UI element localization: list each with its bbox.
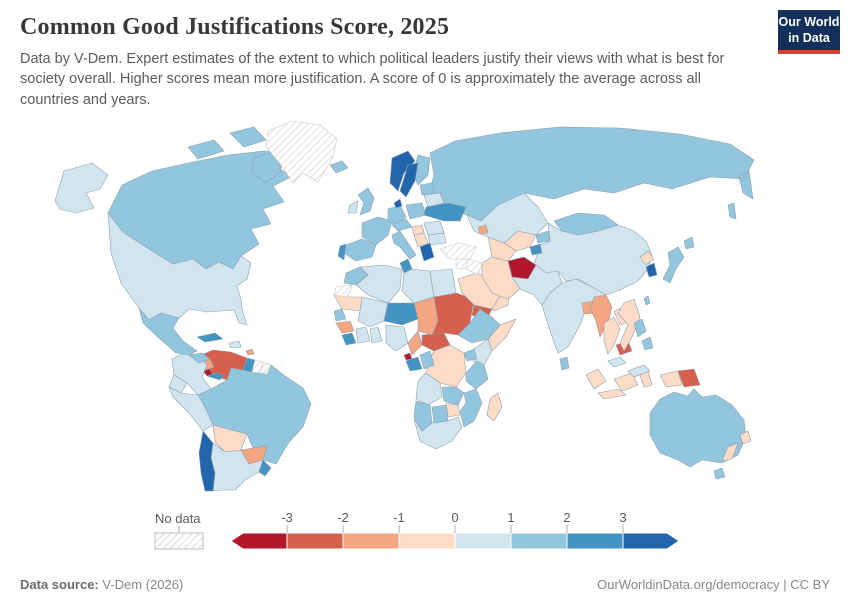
country-mauritania[interactable] bbox=[334, 295, 362, 311]
legend-segment-1[interactable] bbox=[287, 533, 343, 549]
data-source: Data source: V-Dem (2026) bbox=[20, 577, 183, 592]
legend-segment-6[interactable] bbox=[567, 533, 623, 549]
legend-tick-label: 2 bbox=[563, 510, 570, 525]
owid-map-figure: Common Good Justifications Score, 2025 D… bbox=[0, 0, 850, 600]
country-senegal[interactable] bbox=[334, 309, 346, 321]
country-japan[interactable] bbox=[663, 237, 694, 283]
country-iraq[interactable] bbox=[466, 259, 482, 275]
country-ivory-coast[interactable] bbox=[356, 327, 370, 343]
world-choropleth-map bbox=[0, 113, 850, 508]
country-botswana[interactable] bbox=[432, 405, 448, 423]
country-united-kingdom[interactable] bbox=[358, 188, 374, 215]
country-taiwan[interactable] bbox=[644, 296, 650, 305]
legend-segment-3[interactable] bbox=[399, 533, 455, 549]
legend-tick-label: -2 bbox=[337, 510, 349, 525]
owid-logo-line2: in Data bbox=[778, 30, 840, 46]
country-cameroon[interactable] bbox=[408, 331, 422, 355]
footer: Data source: V-Dem (2026) OurWorldinData… bbox=[0, 577, 850, 592]
country-russia[interactable] bbox=[428, 127, 754, 221]
country-niger[interactable] bbox=[384, 303, 418, 325]
footer-license-link[interactable]: OurWorldinData.org/democracy | CC BY bbox=[597, 577, 830, 592]
country-nigeria[interactable] bbox=[386, 325, 408, 351]
country-greece[interactable] bbox=[420, 243, 434, 261]
country-romania[interactable] bbox=[424, 221, 444, 235]
country-ireland[interactable] bbox=[348, 201, 358, 213]
country-lithuania[interactable] bbox=[420, 183, 434, 195]
country-sri-lanka[interactable] bbox=[560, 357, 569, 370]
country-poland[interactable] bbox=[406, 203, 426, 219]
page-title: Common Good Justifications Score, 2025 bbox=[20, 14, 830, 41]
country-ghana[interactable] bbox=[370, 327, 382, 343]
legend-tick-label: -1 bbox=[393, 510, 405, 525]
country-zambia[interactable] bbox=[442, 387, 464, 405]
country-dominican-republic[interactable] bbox=[229, 341, 241, 348]
legend-segment-4[interactable] bbox=[455, 533, 511, 549]
country-cuba[interactable] bbox=[197, 333, 223, 342]
country-denmark[interactable] bbox=[394, 199, 402, 208]
data-source-label: Data source: bbox=[20, 577, 99, 592]
country-iceland[interactable] bbox=[330, 161, 348, 173]
owid-logo-line1: Our World bbox=[778, 14, 840, 30]
country-tajikistan[interactable] bbox=[530, 244, 542, 255]
country-kenya[interactable] bbox=[473, 339, 492, 365]
world-map-container bbox=[0, 113, 850, 508]
legend-segment-2[interactable] bbox=[343, 533, 399, 549]
country-australia[interactable] bbox=[650, 389, 746, 479]
legend-svg: No data -3 -2 -1 0 1 2 3 bbox=[0, 506, 850, 562]
country-philippines[interactable] bbox=[634, 319, 653, 350]
legend-no-data-swatch[interactable] bbox=[155, 533, 203, 549]
country-sierra-leone[interactable] bbox=[342, 333, 356, 345]
data-source-value: V-Dem (2026) bbox=[99, 577, 184, 592]
country-trinidad-and-tobago[interactable] bbox=[246, 349, 254, 355]
country-portugal[interactable] bbox=[338, 244, 346, 260]
country-chad[interactable] bbox=[414, 297, 438, 335]
legend-no-data-label: No data bbox=[155, 511, 201, 526]
country-azerbaijan[interactable] bbox=[478, 225, 488, 234]
country-western-sahara[interactable] bbox=[334, 285, 352, 297]
country-turkey[interactable] bbox=[440, 243, 476, 259]
country-equatorial-guinea[interactable] bbox=[404, 353, 412, 360]
owid-logo[interactable]: Our World in Data bbox=[778, 10, 840, 54]
legend-tick-label: 3 bbox=[619, 510, 626, 525]
country-bulgaria[interactable] bbox=[428, 233, 446, 245]
legend-tick-label: 1 bbox=[507, 510, 514, 525]
legend-segment-5[interactable] bbox=[511, 533, 567, 549]
header: Common Good Justifications Score, 2025 D… bbox=[0, 0, 850, 110]
chart-subtitle: Data by V-Dem. Expert estimates of the e… bbox=[20, 49, 762, 110]
country-italy[interactable] bbox=[392, 231, 416, 259]
legend-segment-7[interactable] bbox=[623, 533, 679, 549]
legend-tick-label: 0 bbox=[451, 510, 458, 525]
legend-segment-0[interactable] bbox=[231, 533, 287, 549]
legend-tick-label: -3 bbox=[281, 510, 293, 525]
legend: No data -3 -2 -1 0 1 2 3 bbox=[0, 506, 850, 562]
country-egypt[interactable] bbox=[430, 269, 456, 297]
country-guinea[interactable] bbox=[336, 321, 354, 333]
country-tanzania[interactable] bbox=[466, 361, 488, 389]
country-madagascar[interactable] bbox=[487, 393, 502, 421]
country-libya[interactable] bbox=[402, 269, 434, 303]
